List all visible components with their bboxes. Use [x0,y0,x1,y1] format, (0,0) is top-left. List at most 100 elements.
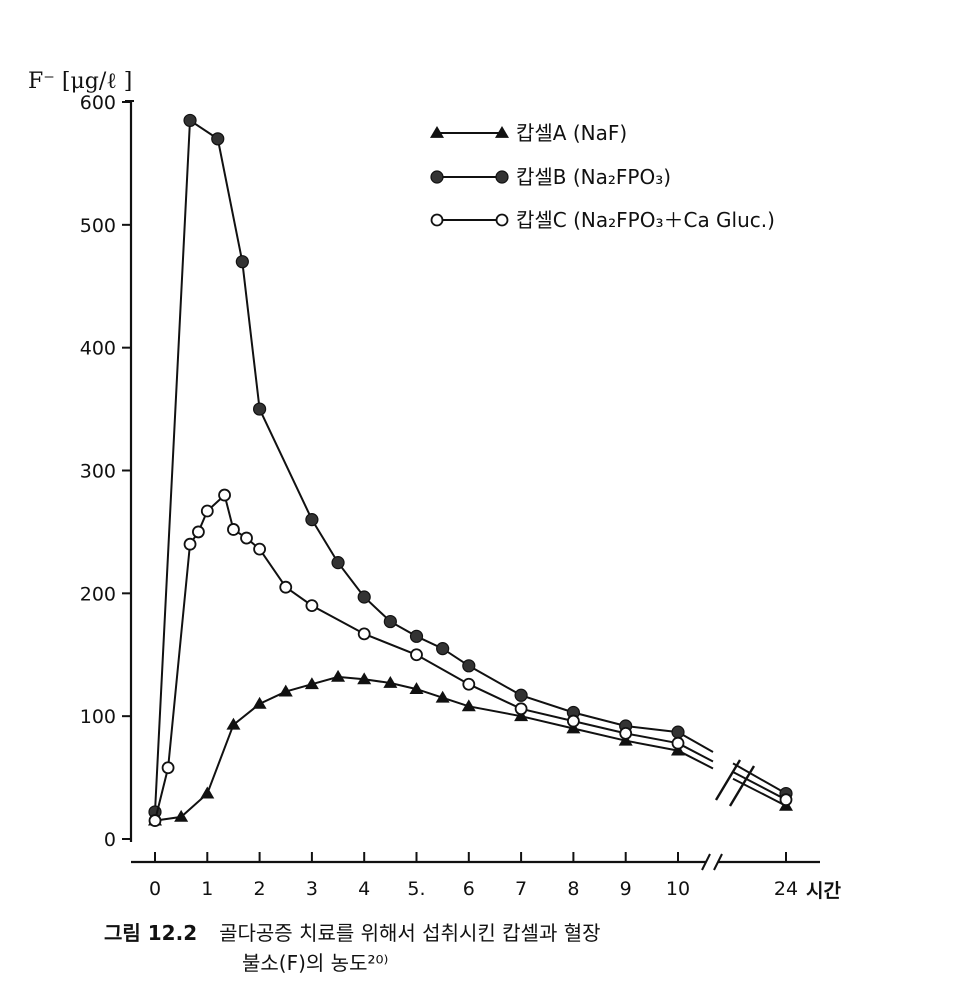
series-layer [148,113,793,827]
series-line-to-break [677,731,714,753]
series-line [154,118,679,813]
filled-circle-marker [305,513,319,527]
open-circle-marker [779,793,793,807]
x-axis-label: 시간 [806,880,841,902]
triangle-marker [226,717,241,730]
caption-line-2: 불소(F)의 농도²⁰⁾ [242,951,389,975]
x-tick-label: 9 [620,878,632,900]
series-1 [148,669,793,826]
open-circle-marker [514,702,528,716]
open-circle-marker [357,627,371,641]
filled-circle-marker [671,725,685,739]
x-tick-label: 4 [358,878,370,900]
triangle-marker [304,677,319,690]
open-circle-marker [410,648,423,662]
x-tick-label: 1 [201,878,213,900]
series-line-after-break [732,777,787,807]
caption-text-1: 골다공증 치료를 위해서 섭취시킨 캅셀과 혈장 [219,921,601,945]
triangle-marker [435,690,450,703]
open-circle-marker [253,542,267,556]
y-axis-title: F⁻ [μg/ℓ ] [28,69,132,94]
series-line-after-break [732,762,787,795]
legend-item-2: 캅셀B (Na₂FPO₃) [430,165,671,189]
open-circle-marker [305,599,319,613]
y-tick-label: 600 [80,92,116,114]
triangle-marker [495,126,509,138]
x-axis-break-mark [701,853,711,871]
open-circle-marker [218,488,231,502]
filled-circle-marker [253,402,267,416]
filled-circle-marker [430,170,444,184]
series-line-after-break [732,771,787,801]
filled-circle-marker [409,629,424,643]
legend: 캅셀A (NaF) 캅셀B (Na₂FPO₃) 캅셀C (Na₂FPO₃＋Ca Gl… [430,121,775,232]
open-circle-marker [430,213,444,227]
triangle-marker [409,682,424,695]
x-tick-label: 0 [149,878,161,900]
x-tick-label: 7 [515,878,527,900]
figure-caption: 그림 12.2 골다공증 치료를 위해서 섭취시킨 캅셀과 혈장 불소(F)의 농… [104,918,601,978]
x-axis-break-mark [713,853,723,871]
y-tick-label: 0 [104,829,116,851]
x-tick-label: 3 [306,878,318,900]
filled-circle-marker [183,113,197,128]
y-tick-label: 100 [80,706,116,728]
triangle-marker [174,809,189,822]
open-circle-marker [495,213,509,227]
y-tick-label: 400 [80,338,116,360]
series-break-mark [714,759,742,801]
series-line [154,675,679,822]
filled-circle-marker [514,688,528,702]
legend-label: 캅셀C (Na₂FPO₃＋Ca Gluc.) [516,208,775,232]
open-circle-marker [619,726,633,740]
open-circle-marker [148,814,162,827]
triangle-marker [200,786,215,799]
open-circle-marker [462,677,476,691]
triangle-marker [357,672,372,685]
open-circle-marker [183,537,197,551]
open-circle-marker [192,525,205,539]
series-line-to-break [677,742,714,763]
x-tick-label: 24 [774,878,798,900]
x-tick-label: 5. [407,878,425,900]
filled-circle-marker [436,642,450,656]
caption-line-1: 그림 12.2 골다공증 치료를 위해서 섭취시킨 캅셀과 혈장 [104,918,601,948]
triangle-marker [383,676,398,688]
axes: 0 100 200 300 400 500 600 0 1 2 3 4 5. 6 7 8 9 10 24 시간 [80,92,842,902]
legend-item-3: 캅셀C (Na₂FPO₃＋Ca Gluc.) [430,208,775,232]
x-tick-label: 6 [463,878,475,900]
x-tick-label: 2 [254,878,266,900]
filled-circle-marker [211,132,225,146]
triangle-marker [430,126,444,138]
triangle-marker [461,699,476,712]
open-circle-marker [227,523,240,536]
y-tick-label: 500 [80,215,116,237]
y-axis-label: F⁻ [μg/ℓ ] [28,69,132,94]
legend-item-1: 캅셀A (NaF) [430,121,627,145]
filled-circle-marker [462,659,476,673]
y-tick-label: 300 [80,461,116,483]
filled-circle-marker [331,556,345,570]
series-3 [148,488,793,827]
y-tick-label: 200 [80,583,116,605]
series-break-mark [728,765,756,807]
open-circle-marker [279,580,293,594]
x-tick-label: 10 [666,878,690,900]
line-chart: F⁻ [μg/ℓ ] 0 100 200 300 400 500 600 0 1 2 3 4 5. 6 7 8… [28,69,842,902]
triangle-marker [331,669,346,682]
open-circle-marker [240,531,253,545]
legend-label: 캅셀A (NaF) [516,121,627,145]
x-tick-label: 8 [567,878,579,900]
open-circle-marker [671,736,685,750]
open-circle-marker [161,761,175,775]
filled-circle-marker [383,614,397,629]
filled-circle-marker [495,170,509,184]
legend-label: 캅셀B (Na₂FPO₃) [516,165,671,189]
triangle-marker [278,684,293,697]
figure-number: 그림 12.2 [104,921,198,945]
filled-circle-marker [357,590,371,604]
open-circle-marker [200,504,214,518]
open-circle-marker [567,714,580,728]
triangle-marker [252,696,267,709]
filled-circle-marker [235,255,249,269]
